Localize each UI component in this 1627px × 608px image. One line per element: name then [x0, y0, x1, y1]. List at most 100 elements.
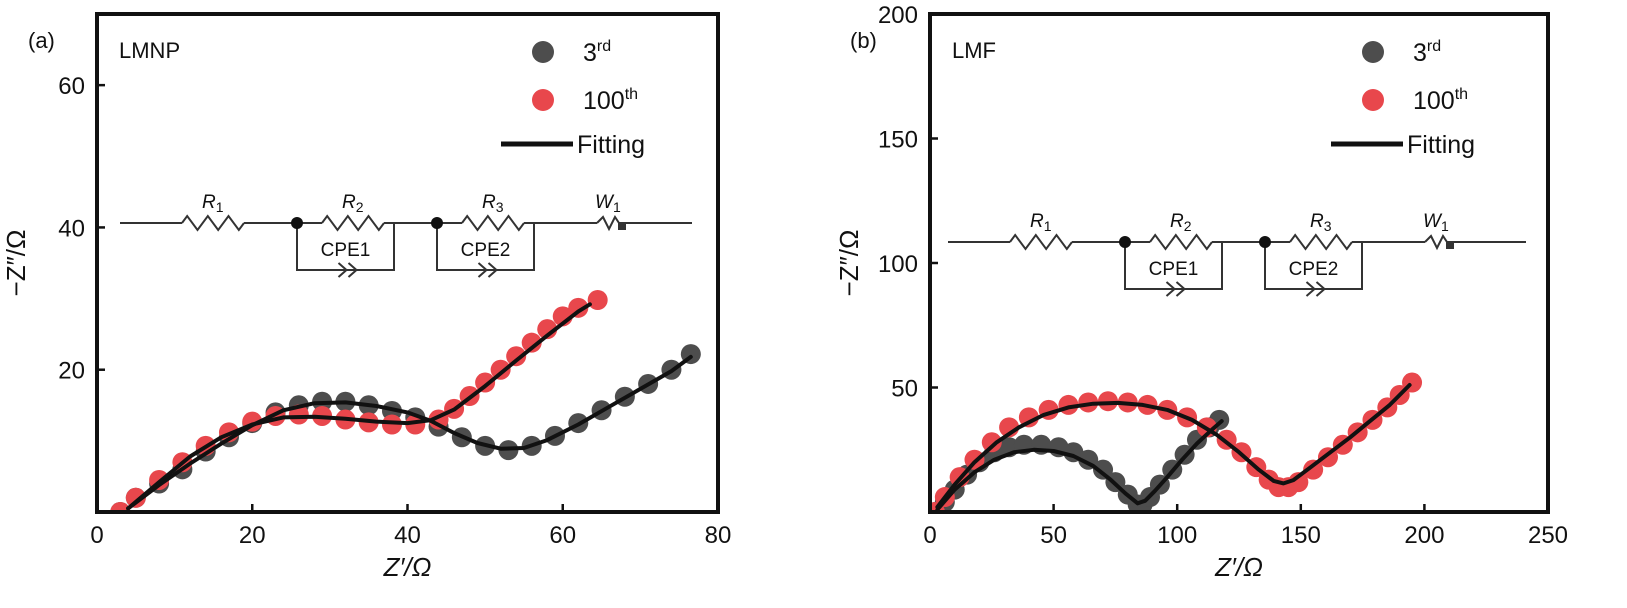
- circuit-label-r2: R2: [1170, 211, 1192, 234]
- legend-entry-label: 3rd: [1413, 38, 1441, 67]
- circuit-node: [291, 217, 303, 229]
- legend-fitting-label: Fitting: [577, 131, 645, 159]
- legend-entry-superscript: th: [625, 86, 638, 103]
- resistor-r2-symbol: [1149, 233, 1213, 251]
- legend-entry-number: 3: [583, 39, 597, 67]
- circuit-label-cpe2: CPE2: [1289, 259, 1339, 280]
- series-3rd: [110, 344, 701, 512]
- circuit-label-w1: W1: [1423, 211, 1449, 234]
- legend-entry-superscript: rd: [597, 38, 611, 55]
- sample-label: LMF: [952, 38, 996, 63]
- resistor-r3-symbol: [461, 214, 525, 232]
- data-layer: [110, 289, 701, 512]
- resistor-r1-symbol: [181, 214, 245, 232]
- circuit-label-r3: R3: [482, 192, 504, 215]
- y-tick-label: 50: [891, 376, 918, 403]
- data-point: [521, 332, 542, 353]
- data-point: [587, 289, 608, 310]
- data-layer: [930, 372, 1423, 512]
- x-tick-label: 40: [394, 522, 421, 549]
- cpe2-symbol: [477, 262, 499, 278]
- y-tick-label: 20: [58, 358, 85, 385]
- legend-entry-label: 100th: [583, 86, 638, 115]
- data-point: [1288, 472, 1309, 493]
- warburg-w1-mark: [618, 223, 626, 230]
- warburg-w1-mark: [1446, 242, 1454, 249]
- circuit-label-r3: R3: [1310, 211, 1332, 234]
- x-tick-label: 60: [549, 522, 576, 549]
- x-tick-label: 100: [1157, 522, 1197, 549]
- data-point: [981, 432, 1002, 453]
- x-tick-label: 50: [1040, 522, 1067, 549]
- equivalent-circuit: [120, 214, 692, 278]
- panel-label: (b): [850, 28, 877, 53]
- legend-entry-number: 100: [583, 87, 625, 115]
- circuit-label-w1: W1: [595, 192, 621, 215]
- data-point: [110, 502, 131, 512]
- legend-marker: [1362, 41, 1384, 63]
- legend: 3rd 100th Fitting: [1331, 38, 1475, 159]
- resistor-r1-symbol: [1009, 233, 1073, 251]
- cpe1-symbol: [1165, 281, 1187, 297]
- data-point: [405, 414, 426, 435]
- cpe2-symbol: [1305, 281, 1327, 297]
- y-tick-label: 40: [58, 215, 85, 242]
- circuit-node: [431, 217, 443, 229]
- x-tick-label: 250: [1528, 522, 1568, 549]
- legend-entry-number: 3: [1413, 39, 1427, 67]
- legend-marker: [532, 89, 554, 111]
- legend-marker: [532, 41, 554, 63]
- legend-entry-superscript: th: [1455, 86, 1468, 103]
- y-axis-label: −Z″/Ω: [834, 230, 864, 297]
- circuit-label-r1: R1: [202, 192, 224, 215]
- y-tick-label: 150: [878, 127, 918, 154]
- x-tick-label: 200: [1404, 522, 1444, 549]
- panel-label: (a): [28, 28, 55, 53]
- data-point: [125, 487, 146, 508]
- warburg-w1-symbol: [1424, 234, 1448, 251]
- data-point: [1093, 459, 1114, 480]
- legend-marker: [1362, 89, 1384, 111]
- fitting-line: [126, 302, 592, 511]
- chart-panel-a: (a) LMNP 0 20 40 60 80 20 40 60 Z′/Ω −Z″/Ω 3rd 100th F…: [1, 12, 732, 582]
- data-point: [1303, 459, 1324, 480]
- legend-entry-superscript: rd: [1427, 38, 1441, 55]
- resistor-r3-symbol: [1289, 233, 1353, 251]
- x-tick-label: 20: [239, 522, 266, 549]
- legend-entry-label: 100th: [1413, 86, 1468, 115]
- equivalent-circuit: [948, 233, 1526, 297]
- x-tick-label: 80: [705, 522, 732, 549]
- resistor-r2-symbol: [321, 214, 385, 232]
- y-tick-label: 100: [878, 251, 918, 278]
- warburg-w1-symbol: [596, 215, 620, 232]
- cpe1-symbol: [337, 262, 359, 278]
- circuit-node: [1119, 236, 1131, 248]
- circuit-label-r2: R2: [342, 192, 364, 215]
- y-tick-label: 200: [878, 2, 918, 29]
- circuit-label-r1: R1: [1030, 211, 1052, 234]
- data-point: [1097, 391, 1118, 412]
- x-tick-label: 150: [1281, 522, 1321, 549]
- legend-entry-label: 3rd: [583, 38, 611, 67]
- x-axis-label: Z′/Ω: [383, 552, 432, 582]
- legend: 3rd 100th Fitting: [501, 38, 645, 159]
- chart-panel-b: (b) LMF 0 50 100 150 200 250 50 100 150 200 Z′/Ω −Z″/…: [834, 2, 1568, 582]
- legend-entry-number: 100: [1413, 87, 1455, 115]
- x-tick-label: 0: [90, 522, 103, 549]
- legend-fitting-label: Fitting: [1407, 131, 1475, 159]
- data-point: [1018, 407, 1039, 428]
- fitting-line: [126, 354, 693, 511]
- fitting-line: [935, 419, 1224, 512]
- data-point: [490, 359, 511, 380]
- x-axis-label: Z′/Ω: [1214, 552, 1263, 582]
- y-tick-label: 60: [58, 73, 85, 100]
- circuit-label-cpe1: CPE1: [1149, 259, 1199, 280]
- circuit-node: [1259, 236, 1271, 248]
- data-point: [381, 414, 402, 435]
- circuit-label-cpe2: CPE2: [461, 240, 511, 261]
- x-tick-label: 0: [923, 522, 936, 549]
- fitting-line: [935, 383, 1412, 509]
- sample-label: LMNP: [119, 38, 180, 63]
- data-point: [506, 346, 527, 367]
